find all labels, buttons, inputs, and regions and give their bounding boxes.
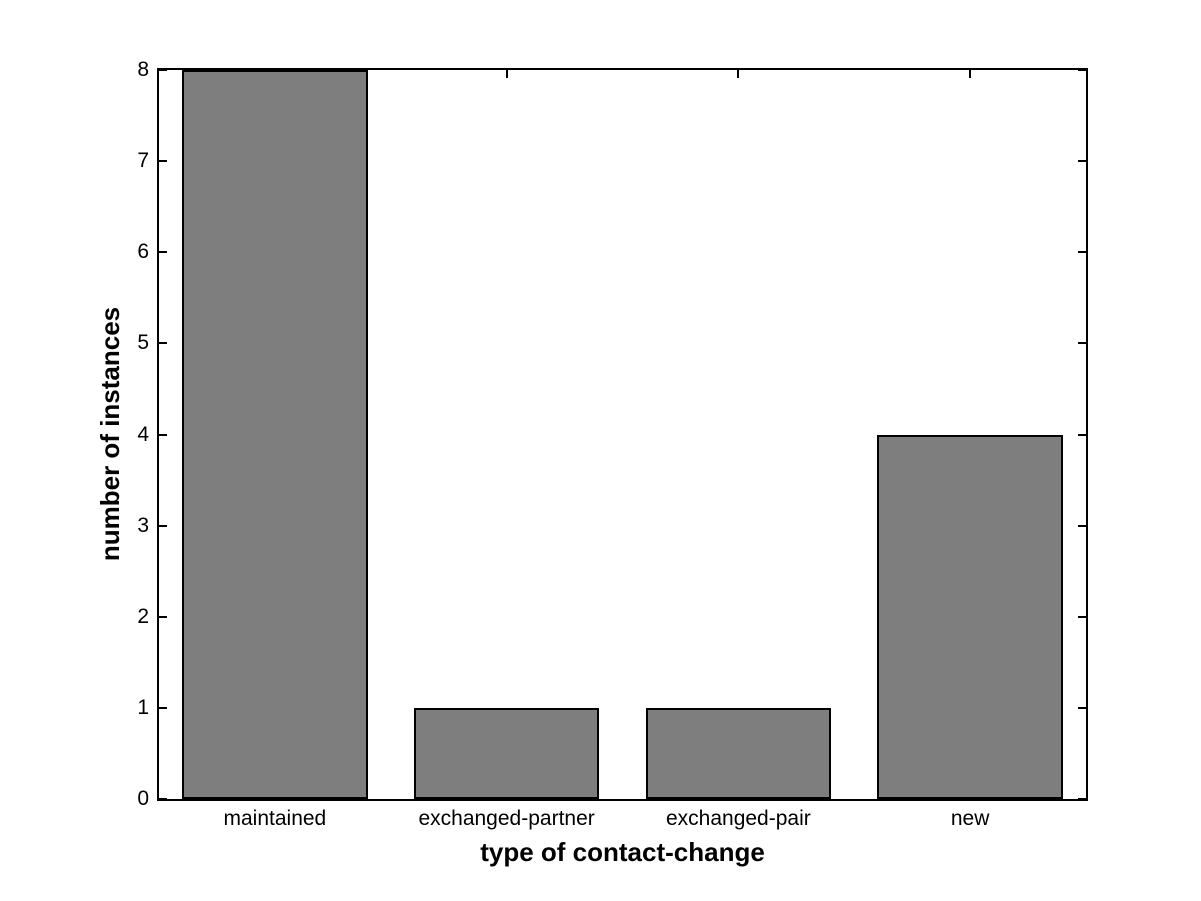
y-tick-label: 2 — [137, 604, 149, 628]
y-tick-label: 0 — [137, 787, 149, 810]
y-tick-right — [1078, 342, 1086, 345]
y-tick-right — [1078, 433, 1086, 436]
x-tick-top — [737, 70, 740, 78]
y-tick-left — [159, 251, 167, 254]
y-tick-right — [1078, 251, 1086, 254]
bar-exchanged-partner — [413, 707, 600, 799]
y-tick-label: 8 — [137, 58, 149, 81]
y-tick-label: 5 — [137, 331, 149, 355]
x-tick-label: new — [950, 807, 990, 830]
y-tick-left — [159, 69, 167, 71]
y-tick-left — [159, 433, 167, 436]
bar-maintained — [182, 70, 368, 799]
y-tick-left — [159, 798, 167, 800]
y-tick-left — [159, 706, 167, 709]
x-tick-top — [505, 70, 508, 78]
bar-new — [877, 434, 1063, 799]
y-tick-label: 4 — [137, 422, 149, 446]
y-tick-label: 1 — [137, 695, 149, 719]
y-tick-right — [1078, 69, 1086, 71]
y-tick-right — [1078, 798, 1086, 800]
y-tick-label: 3 — [137, 513, 149, 537]
bar-exchanged-pair — [645, 707, 832, 799]
y-tick-left — [159, 615, 167, 618]
y-tick-label: 7 — [137, 149, 149, 173]
x-tick-top — [969, 70, 972, 78]
x-axis-label: type of contact-change — [480, 837, 765, 867]
y-tick-right — [1078, 615, 1086, 618]
y-tick-right — [1078, 160, 1086, 163]
y-tick-label: 6 — [137, 240, 149, 264]
y-tick-left — [159, 342, 167, 345]
y-tick-left — [159, 160, 167, 163]
y-tick-left — [159, 524, 167, 527]
x-tick-label: exchanged-partner — [418, 807, 595, 830]
x-tick-label: maintained — [223, 807, 327, 830]
x-tick-label: exchanged-pair — [665, 807, 811, 830]
y-tick-right — [1078, 706, 1086, 709]
y-tick-right — [1078, 524, 1086, 527]
